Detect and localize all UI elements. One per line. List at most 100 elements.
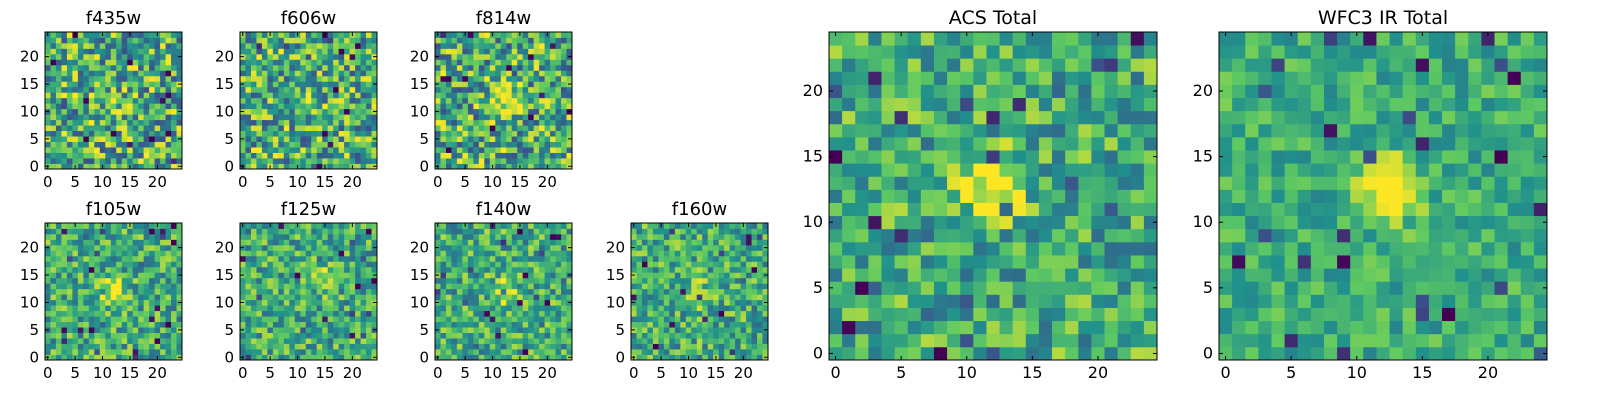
heatmap-cell (278, 141, 285, 148)
heatmap-cell (99, 119, 106, 126)
heatmap-cell (685, 349, 692, 355)
heatmap-cell (355, 338, 361, 344)
heatmap-cell (550, 299, 556, 306)
heatmap-cell (138, 37, 145, 44)
heatmap-cell (245, 108, 252, 115)
heatmap-cell (171, 239, 177, 246)
heatmap-cell (707, 233, 714, 240)
heatmap-cell (462, 261, 469, 268)
heatmap-cell (300, 130, 307, 137)
heatmap-cell (61, 42, 68, 49)
heatmap-cell (311, 321, 318, 328)
heatmap-cell (467, 141, 474, 148)
heatmap-cell (55, 354, 62, 361)
heatmap-cell (127, 349, 134, 355)
heatmap-cell (1143, 215, 1158, 230)
heatmap-cell (250, 299, 257, 306)
heatmap-cell (283, 266, 290, 273)
heatmap-cell (855, 202, 869, 217)
heatmap-cell (484, 81, 491, 88)
heatmap-cell (171, 327, 177, 333)
heatmap-cell (500, 305, 507, 312)
heatmap-cell (528, 310, 535, 317)
heatmap-cell (138, 125, 145, 132)
heatmap-cell (371, 321, 378, 328)
heatmap-cell (256, 125, 263, 132)
heatmap-cell (1012, 176, 1027, 190)
heatmap-cell (116, 64, 123, 71)
heatmap-cell (920, 268, 935, 282)
heatmap-cell (138, 108, 145, 115)
heatmap-cell (176, 64, 183, 71)
heatmap-cell (495, 321, 502, 328)
heatmap-cell (933, 189, 948, 203)
heatmap-cell (366, 97, 372, 104)
heatmap-cell (647, 261, 654, 268)
heatmap-cell (702, 244, 709, 251)
heatmap-cell (50, 223, 57, 229)
heatmap-cell (566, 233, 573, 240)
heatmap-cell (355, 37, 361, 44)
heatmap-cell (366, 59, 372, 66)
heatmap-cell (165, 305, 172, 312)
heatmap-cell (176, 338, 183, 344)
heatmap-cell (1052, 163, 1066, 177)
heatmap-cell (960, 228, 974, 243)
heatmap-cell (289, 48, 296, 55)
heatmap-cell (165, 42, 172, 49)
heatmap-cell (240, 228, 246, 235)
heatmap-cell (316, 92, 323, 99)
heatmap-cell (1104, 189, 1119, 203)
heatmap-cell (757, 305, 763, 312)
heatmap-cell (1065, 163, 1079, 177)
heatmap-cell (83, 158, 90, 164)
x-tick-label: 0 (629, 364, 639, 382)
heatmap-cell (500, 48, 507, 55)
heatmap-cell (344, 163, 350, 170)
heatmap-cell (669, 266, 676, 273)
heatmap-cell (72, 48, 79, 55)
heatmap-cell (366, 42, 372, 49)
heatmap-cell (435, 266, 441, 273)
heatmap-cells (435, 223, 573, 361)
heatmap-cell (528, 250, 535, 257)
heatmap-cell (355, 233, 361, 240)
heatmap-cell (344, 64, 350, 71)
heatmap-cell (685, 250, 692, 257)
heatmap-cell (294, 53, 301, 60)
heatmap-cell (495, 53, 502, 60)
heatmap-cell (77, 141, 84, 148)
heatmap-cell (344, 59, 350, 66)
heatmap-cell (289, 163, 296, 170)
heatmap-cell (691, 288, 698, 295)
heatmap-cell (641, 277, 648, 284)
heatmap-cell (473, 114, 480, 121)
heatmap-cell (83, 316, 90, 323)
heatmap-cell (533, 223, 540, 229)
heatmap-cell (143, 119, 150, 126)
heatmap-cell (522, 86, 529, 93)
heatmap-cell (500, 70, 507, 77)
heatmap-cell (435, 130, 441, 137)
y-tick-label: 10 (410, 293, 429, 311)
heatmap-cell (55, 86, 62, 93)
heatmap-cell (300, 103, 307, 110)
x-tick-label: 20 (538, 173, 557, 191)
heatmap-cell (61, 163, 68, 170)
heatmap-cell (138, 158, 145, 164)
heatmap-cell (933, 163, 948, 177)
heatmap-cell (72, 103, 79, 110)
heatmap-cell (245, 70, 252, 77)
heatmap-cell (160, 163, 166, 170)
heatmap-cell (294, 228, 301, 235)
heatmap-cell (272, 32, 279, 38)
heatmap-cell (66, 158, 73, 164)
heatmap-cell (132, 114, 139, 121)
heatmap-cell (138, 136, 145, 142)
heatmap-cell (647, 283, 654, 290)
heatmap-cell (669, 244, 676, 251)
heatmap-cell (506, 152, 513, 159)
heatmap-cell (132, 108, 139, 115)
heatmap-cell (55, 48, 62, 55)
heatmap-cell (478, 147, 485, 153)
